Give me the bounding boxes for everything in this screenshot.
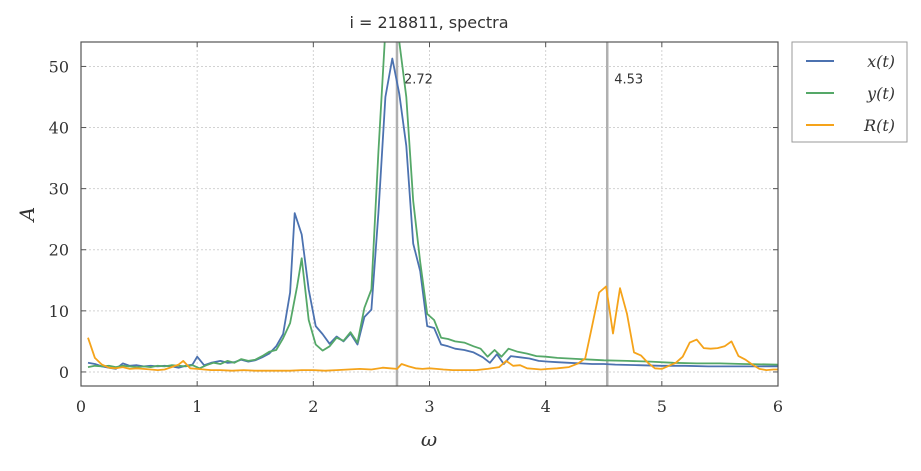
series-line: [87, 285, 778, 372]
y-tick-label: 0: [59, 363, 69, 382]
y-tick-label: 50: [49, 57, 69, 76]
vertical-markers: 2.72 4.53: [395, 42, 643, 386]
series-line: [87, 42, 778, 370]
x-tick-label: 2: [308, 397, 318, 416]
y-tick-label: 30: [49, 180, 69, 199]
series-group: [87, 42, 778, 372]
vertical-marker-label: 4.53: [614, 73, 643, 88]
grid: [81, 42, 778, 386]
legend-label: R(t): [863, 116, 895, 135]
x-tick-label: 0: [76, 397, 86, 416]
y-tick-label: 40: [49, 119, 69, 138]
x-tick-label: 5: [657, 397, 667, 416]
y-tick-label: 20: [49, 241, 69, 260]
y-axis-label: A: [15, 207, 39, 223]
legend-label: y(t): [866, 84, 895, 103]
x-tick-label: 3: [424, 397, 434, 416]
x-tick-label: 4: [541, 397, 551, 416]
x-tick-label: 6: [773, 397, 783, 416]
legend-label: x(t): [867, 52, 895, 71]
x-tick-label: 1: [192, 397, 202, 416]
vertical-marker-label: 2.72: [404, 73, 433, 88]
y-tick-label: 10: [49, 302, 69, 321]
series-line: [87, 57, 778, 370]
chart-title: i = 218811, spectra: [349, 13, 508, 32]
axis-ticks: 0 1 2 3 4 5 6 0 10 20 30 40 50: [49, 42, 783, 416]
legend: x(t) y(t) R(t): [791, 41, 908, 143]
x-axis-label: ω: [421, 427, 437, 451]
